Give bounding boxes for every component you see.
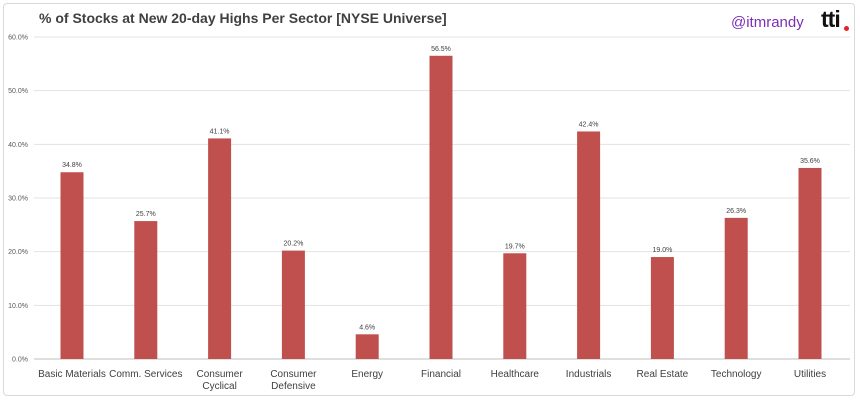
- data-label: 35.6%: [800, 158, 820, 165]
- bar: [650, 257, 674, 359]
- y-tick-label: 40.0%: [8, 142, 28, 149]
- data-label: 34.8%: [62, 162, 82, 169]
- data-label: 19.0%: [652, 247, 672, 254]
- y-tick-label: 0.0%: [12, 357, 28, 364]
- category-label: Financial: [421, 369, 461, 380]
- data-label: 56.5%: [431, 46, 451, 53]
- data-label: 26.3%: [726, 208, 746, 215]
- bar: [503, 253, 527, 359]
- bars: [60, 55, 822, 360]
- author-handle: @itmrandy: [731, 14, 804, 31]
- category-label: Healthcare: [491, 369, 540, 380]
- category-label: Basic Materials: [38, 369, 106, 380]
- y-tick-label: 10.0%: [8, 303, 28, 310]
- y-tick-label: 30.0%: [8, 196, 28, 203]
- bar: [208, 138, 232, 359]
- category-label: Real Estate: [637, 369, 689, 380]
- y-tick-label: 60.0%: [8, 35, 28, 42]
- category-label: Energy: [351, 369, 383, 380]
- chart-title: % of Stocks at New 20-day Highs Per Sect…: [39, 10, 447, 26]
- bar: [429, 55, 453, 360]
- brand-logo-dot-icon: [844, 26, 849, 31]
- category-labels: Basic Materials Comm. Services Consumer Cyc…: [38, 369, 826, 392]
- data-label: 42.4%: [579, 121, 599, 128]
- category-label: Industrials: [566, 369, 612, 380]
- bar: [724, 217, 748, 359]
- bar: [281, 250, 305, 359]
- data-label: 19.7%: [505, 243, 525, 250]
- bar: [134, 221, 158, 359]
- bar: [798, 167, 822, 359]
- data-labels: 34.8% 25.7% 41.1% 20.2% 4.6% 56.5% 19.7% 42.4% 1…: [62, 46, 820, 332]
- category-label: Consumer Cyclical: [197, 369, 244, 392]
- brand-logo: tti: [821, 6, 841, 32]
- bar: [355, 334, 379, 359]
- y-tick-label: 50.0%: [8, 88, 28, 95]
- category-label: Comm. Services: [109, 369, 182, 380]
- y-tick-label: 20.0%: [8, 249, 28, 256]
- y-axis-tick-labels: 0.0% 10.0% 20.0% 30.0% 40.0% 50.0% 60.0%: [8, 35, 28, 364]
- bar: [577, 131, 601, 359]
- category-label: Utilities: [794, 369, 826, 380]
- data-label: 4.6%: [359, 324, 375, 331]
- category-label: Consumer Defensive: [270, 369, 317, 392]
- data-label: 25.7%: [136, 211, 156, 218]
- category-label: Technology: [711, 369, 762, 380]
- bar: [60, 172, 84, 359]
- data-label: 20.2%: [283, 241, 303, 248]
- data-label: 41.1%: [210, 128, 230, 135]
